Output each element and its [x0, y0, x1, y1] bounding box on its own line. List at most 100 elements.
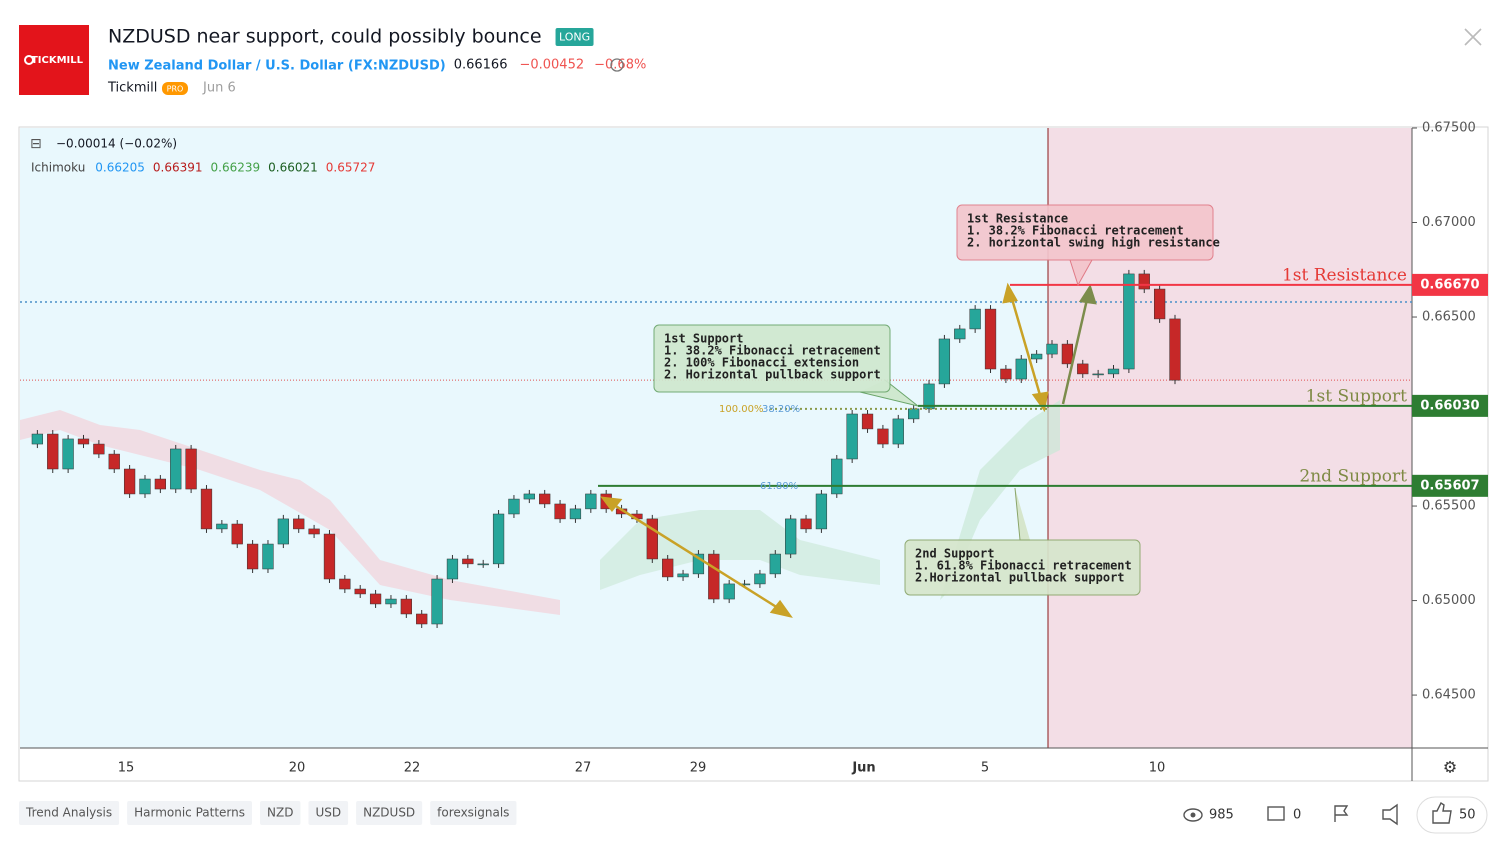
candle-body [908, 408, 920, 420]
candle-body [662, 558, 674, 578]
candle-body [1092, 373, 1104, 376]
candle-body [523, 493, 535, 500]
candle-body [1015, 358, 1027, 380]
projection-arrow [1061, 284, 1097, 405]
candle-body [969, 308, 981, 330]
symbol[interactable]: (FX:NZDUSD) [348, 59, 446, 74]
candle-body [923, 383, 935, 410]
price: 0.66166 [454, 58, 508, 73]
candle-body [508, 498, 520, 515]
candle-body [308, 528, 320, 535]
indicator-value: 0.66391 [153, 161, 203, 175]
candle-body [431, 578, 443, 625]
cloud-bearish [20, 410, 560, 615]
candle-body [47, 433, 59, 470]
likes-count: 50 [1459, 808, 1476, 823]
comments-icon[interactable] [1267, 806, 1285, 821]
candle-body [277, 518, 289, 545]
share-icon[interactable] [1382, 803, 1398, 826]
y-tick-label: 0.65500 [1422, 499, 1476, 514]
candle-body [123, 468, 136, 495]
callout-line: 1. 61.8% Fibonacci retracement [915, 559, 1132, 573]
candle-body [200, 488, 213, 530]
candle-body [492, 513, 505, 565]
tag[interactable] [19, 801, 120, 825]
tag-label: USD [315, 806, 341, 820]
candle-body [1123, 273, 1135, 370]
x-tick-label: Jun [851, 761, 875, 776]
y-tick-label: 0.64500 [1422, 688, 1476, 703]
tag[interactable] [127, 801, 253, 825]
candle-body [446, 558, 459, 580]
flag-icon[interactable] [1334, 805, 1349, 822]
title: NZDUSD near support, could possibly boun… [108, 26, 542, 48]
tag[interactable] [260, 801, 301, 825]
callout-line: 2. 100% Fibonacci extension [664, 356, 859, 370]
candle-body [170, 448, 182, 490]
like-icon [1432, 801, 1452, 824]
settings-icon[interactable]: ⚙ [1443, 758, 1457, 777]
like-button[interactable] [1416, 796, 1488, 834]
indicator-value: 0.66205 [95, 161, 145, 175]
cloud-bullish [600, 510, 880, 590]
candle-body [954, 328, 966, 340]
candle-body [938, 338, 951, 385]
instrument[interactable]: New Zealand Dollar / U.S. Dollar [108, 59, 344, 74]
candle-body [1061, 343, 1074, 365]
candle-body [339, 578, 351, 590]
alert-icon[interactable] [610, 58, 624, 72]
change-pct: −0.68% [594, 58, 646, 73]
candle-body [723, 583, 735, 600]
candle-body [1031, 353, 1043, 360]
candle-body [108, 453, 120, 470]
x-tick-label: 27 [575, 761, 592, 776]
x-tick-label: 20 [289, 761, 306, 776]
date: Jun 6 [202, 81, 236, 96]
candle-body [539, 493, 551, 505]
candle-body [77, 438, 90, 445]
tag[interactable] [430, 801, 517, 825]
candle-body [462, 558, 474, 565]
level-price-box [1412, 394, 1488, 417]
callout-line: 1st Resistance [967, 212, 1068, 226]
candle-body [892, 418, 904, 445]
indicator-value: 0.65727 [326, 161, 376, 175]
cloud-bullish [940, 400, 1060, 600]
level-name: 1st Support [1306, 386, 1407, 406]
tag[interactable] [308, 801, 349, 825]
candle-body [815, 493, 828, 530]
callout-line: 2. Horizontal pullback support [664, 368, 881, 382]
collapse-icon[interactable]: ⊟ [30, 136, 42, 152]
candle-body [1000, 368, 1012, 380]
author-badge-text: PRO [167, 85, 184, 94]
indicator-value: 0.66239 [211, 161, 261, 175]
tag-label: NZD [267, 806, 293, 820]
author[interactable]: Tickmill [107, 81, 157, 96]
comments-count: 0 [1293, 808, 1301, 823]
indicator-value: 0.66021 [268, 161, 318, 175]
candle-body [554, 503, 566, 520]
candle-body [569, 508, 582, 520]
level-price: 0.65607 [1420, 478, 1479, 493]
candle-body [754, 573, 766, 585]
level-name: 1st Resistance [1282, 265, 1407, 285]
candle-body [677, 573, 689, 578]
tag-label: Harmonic Patterns [134, 806, 245, 820]
logo [19, 25, 89, 95]
close-button[interactable] [1464, 28, 1482, 46]
logo-mark [24, 55, 34, 65]
candle-body [1169, 318, 1181, 381]
fib-label: 61.80% [760, 481, 798, 492]
x-tick-label: 10 [1149, 761, 1166, 776]
callout-line: 2.Horizontal pullback support [915, 571, 1125, 585]
candle-body [846, 413, 858, 460]
candle-body [216, 523, 228, 530]
candle-body [1046, 343, 1058, 355]
tag[interactable] [356, 801, 423, 825]
tag-label: forexsignals [437, 806, 509, 820]
candle-body [31, 433, 44, 445]
candle-body [708, 553, 720, 600]
callout-line: 1st Support [664, 332, 743, 346]
level-price-box [1412, 474, 1488, 497]
